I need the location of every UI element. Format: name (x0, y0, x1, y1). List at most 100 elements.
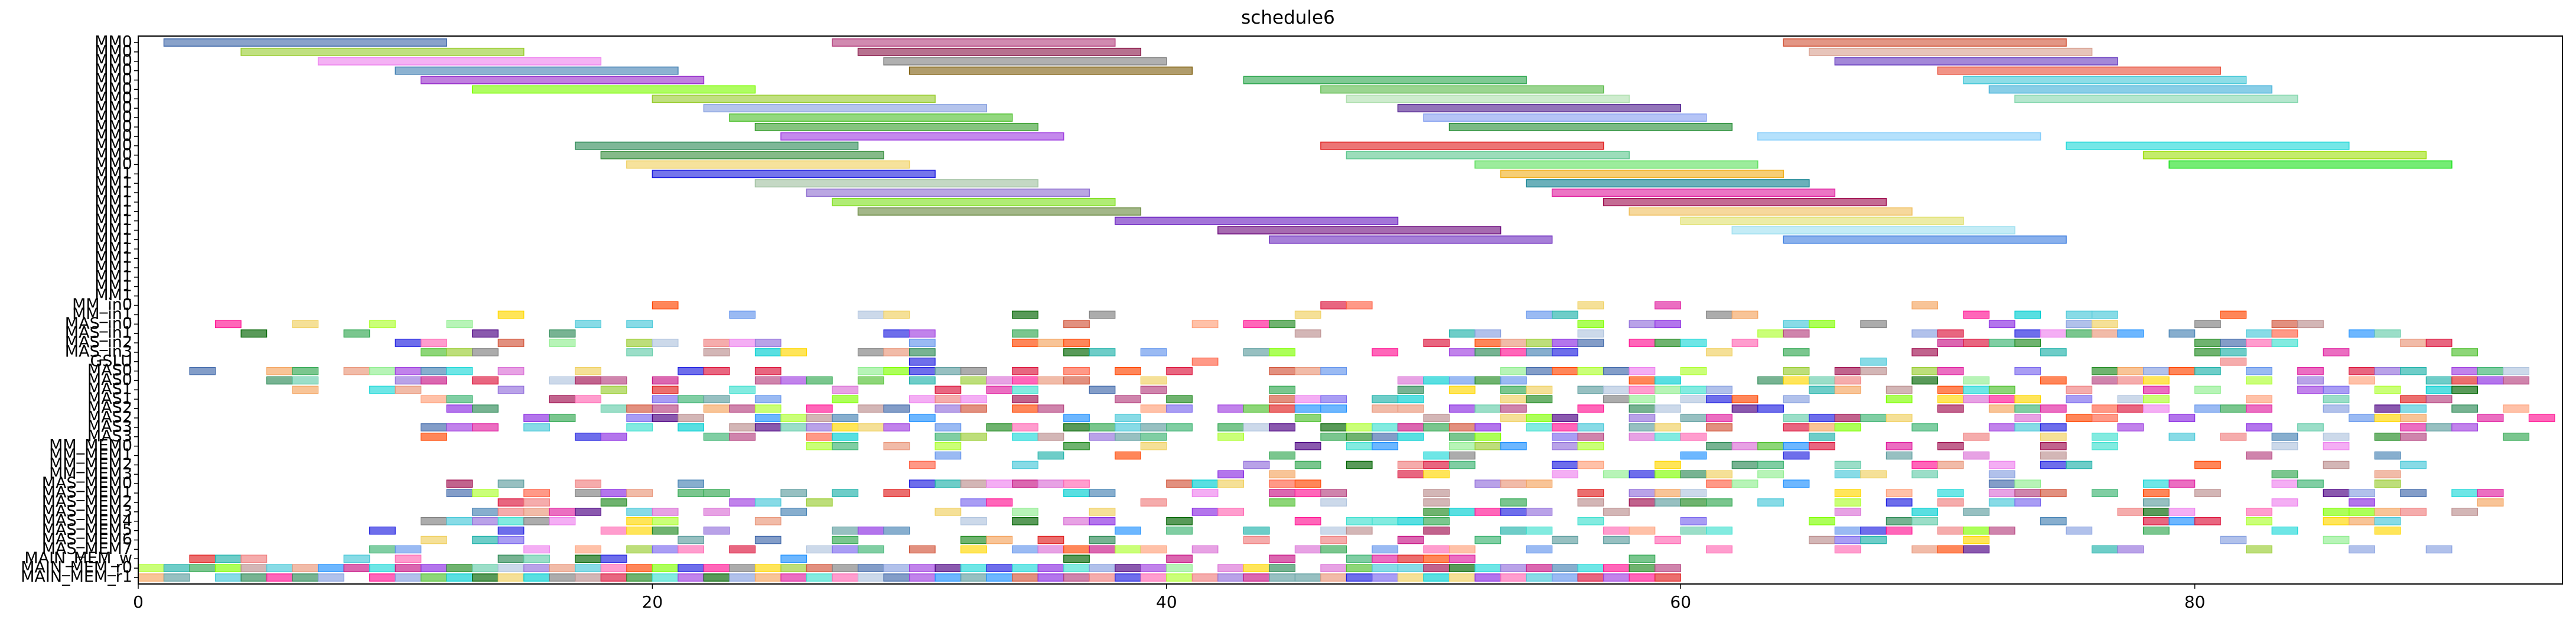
task-bar (1217, 404, 1244, 413)
y-tick-label: MM0 (95, 155, 132, 173)
task-bar (1423, 508, 1450, 516)
task-bar (1423, 376, 1450, 385)
task-bar (780, 376, 807, 385)
task-bar (934, 573, 962, 582)
y-tick-label: MM1 (95, 286, 132, 304)
task-bar (2014, 423, 2041, 431)
task-bar (1346, 423, 1373, 431)
task-bar (472, 329, 499, 338)
task-bar (2246, 404, 2272, 413)
task-bar (1655, 460, 1681, 469)
task-bar (421, 348, 447, 356)
task-bar (857, 573, 884, 582)
task-bar (2349, 366, 2375, 375)
task-bar (2374, 517, 2401, 525)
task-bar (1988, 498, 2015, 507)
task-bar (523, 573, 550, 582)
task-bar (214, 320, 242, 329)
task-bar (1552, 339, 1578, 347)
task-bar (2040, 489, 2067, 497)
task-bar (883, 310, 910, 319)
task-bar (497, 554, 525, 563)
task-bar (266, 573, 293, 582)
task-bar (1500, 170, 1784, 179)
task-bar (1937, 498, 1964, 507)
task-bar (857, 348, 884, 356)
task-bar (2143, 395, 2170, 404)
task-bar (1757, 329, 1784, 338)
task-bar (1500, 526, 1527, 535)
task-bar (2400, 489, 2427, 497)
task-bar (1115, 573, 1141, 582)
task-bar (497, 339, 525, 347)
task-bar (1577, 320, 1604, 329)
task-bar (214, 554, 242, 563)
task-bar (1680, 414, 1707, 422)
task-bar (729, 498, 756, 507)
task-bar (1809, 320, 1835, 329)
task-bar (1191, 358, 1219, 366)
y-tick-label: MM1 (95, 202, 132, 220)
task-bar (549, 339, 576, 347)
task-bar (575, 320, 601, 329)
task-bar (1269, 554, 1296, 563)
task-bar (523, 545, 550, 554)
task-bar (754, 423, 781, 431)
task-bar (1115, 545, 1141, 554)
task-bar (600, 376, 627, 385)
task-bar (934, 366, 962, 375)
task-bar (2503, 404, 2530, 413)
task-bar (1834, 470, 1861, 479)
task-bar (1346, 564, 1373, 572)
task-bar (934, 564, 962, 572)
task-bar (1500, 498, 1527, 507)
task-bar (1217, 564, 1244, 572)
y-tick-label: MM_MEM3 (49, 465, 132, 483)
task-bar (832, 526, 859, 535)
task-bar (343, 329, 370, 338)
task-bar (806, 442, 833, 450)
task-bar (2117, 423, 2144, 431)
task-bar (1269, 385, 1296, 394)
task-bar (1963, 376, 1990, 385)
y-tick-label: MAS_in1 (65, 324, 132, 342)
task-bar (2014, 329, 2041, 338)
task-bar (1037, 573, 1064, 582)
task-bar (2066, 320, 2093, 329)
task-bar (1885, 385, 1913, 394)
task-bar (2323, 404, 2350, 413)
task-bar (523, 498, 550, 507)
task-bar (857, 47, 1142, 56)
task-bar (549, 329, 576, 338)
task-bar (1757, 376, 1784, 385)
task-bar (1885, 517, 1913, 525)
task-bar (1217, 470, 1244, 479)
task-bar (446, 404, 473, 413)
task-bar (575, 376, 601, 385)
task-bar (1629, 564, 1656, 572)
task-bar (1988, 320, 2015, 329)
chart-title: schedule6 (1241, 7, 1335, 28)
task-bar (934, 508, 962, 516)
task-bar (2425, 376, 2453, 385)
task-bar (138, 573, 165, 582)
task-bar (1500, 385, 1527, 394)
task-bar (1963, 433, 1990, 441)
task-bar (806, 376, 833, 385)
task-bar (549, 508, 576, 516)
task-bar (1937, 385, 1964, 394)
task-bar (1346, 433, 1373, 441)
task-bar (1963, 508, 1990, 516)
task-bar (857, 404, 884, 413)
task-bar (2091, 310, 2118, 319)
task-bar (1577, 564, 1604, 572)
task-bar (1911, 301, 1939, 310)
y-tick-label: MAS1 (87, 390, 132, 408)
task-bar (2374, 470, 2401, 479)
task-bar (2374, 385, 2401, 394)
task-bar (857, 564, 884, 572)
task-bar (1063, 366, 1090, 375)
task-bar (1191, 479, 1219, 488)
task-bar (1037, 339, 1064, 347)
